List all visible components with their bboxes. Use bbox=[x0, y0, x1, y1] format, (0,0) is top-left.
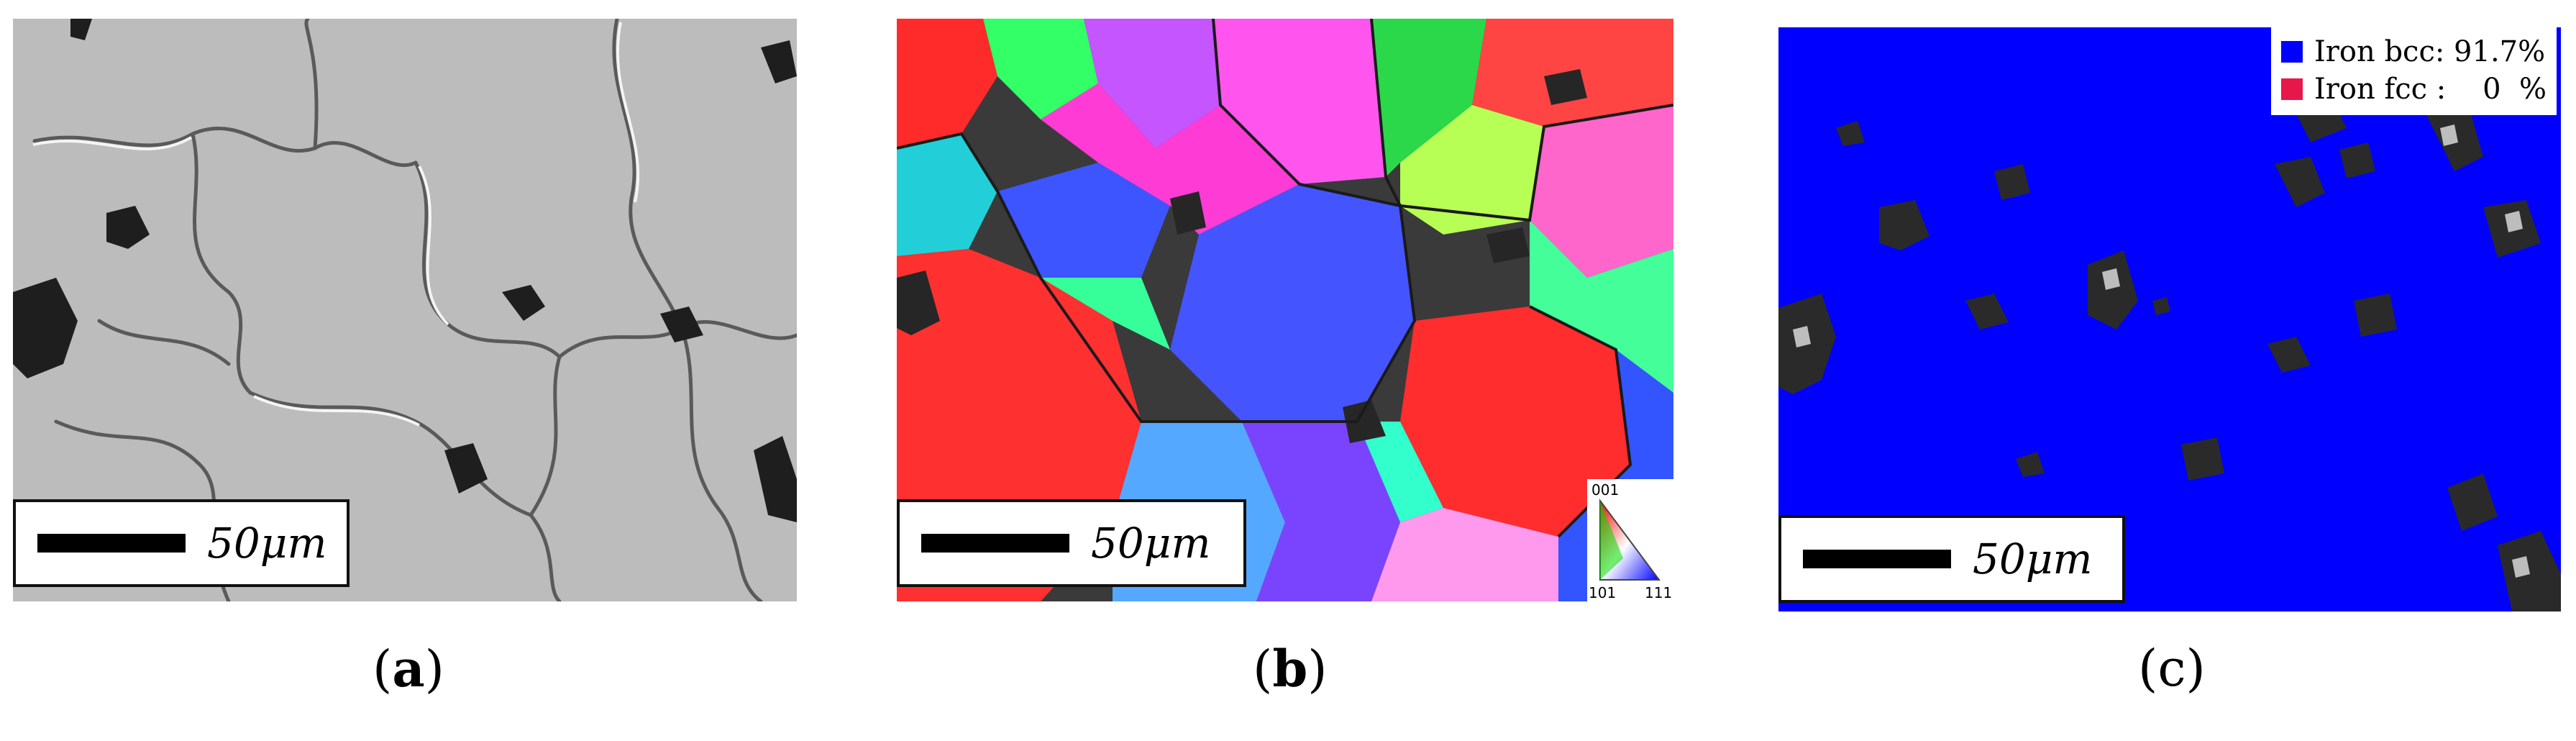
scale-bar-line bbox=[921, 534, 1069, 553]
phase-legend: Iron bcc: 91.7% Iron fcc : 0 % bbox=[2270, 27, 2557, 115]
scale-bar-label: 50μm bbox=[1973, 535, 2093, 583]
unindexed-regions bbox=[897, 69, 1587, 443]
fcc-swatch bbox=[2280, 78, 2303, 100]
phase-map-panel: Iron bcc: 91.7% Iron fcc : 0 % 50μm bbox=[1778, 27, 2561, 612]
scale-bar: 50μm bbox=[1778, 515, 2125, 603]
pore-highlights bbox=[1793, 124, 2530, 578]
edge-highlights bbox=[32, 22, 639, 427]
ipf-label-101: 101 bbox=[1589, 584, 1616, 601]
non-indexed-pores bbox=[1778, 99, 2561, 612]
scale-bar-label: 50μm bbox=[207, 519, 327, 568]
phase-map-image bbox=[1778, 27, 2561, 612]
ipf-label-001: 001 bbox=[1591, 481, 1619, 499]
scale-bar-line bbox=[1803, 550, 1951, 568]
scale-bar: 50μm bbox=[13, 499, 350, 587]
ipf-color-key: 001 101 111 bbox=[1587, 479, 1673, 601]
fcc-label: Iron fcc : 0 % bbox=[2314, 73, 2547, 106]
caption-c: (c) bbox=[2138, 639, 2206, 698]
bcc-label: Iron bcc: 91.7% bbox=[2314, 35, 2546, 68]
ipf-map-image bbox=[897, 19, 1673, 601]
ipf-triangle: 001 101 111 bbox=[1589, 481, 1672, 601]
caption-b: (b) bbox=[1253, 639, 1328, 699]
scale-bar-line bbox=[37, 534, 186, 553]
scale-bar: 50μm bbox=[897, 499, 1246, 587]
sem-micrograph-panel: 50μm bbox=[13, 19, 797, 601]
ipf-label-111: 111 bbox=[1645, 584, 1672, 601]
grains bbox=[897, 19, 1673, 601]
legend-entry-fcc: Iron fcc : 0 % bbox=[2280, 71, 2547, 108]
legend-entry-bcc: Iron bcc: 91.7% bbox=[2280, 33, 2547, 71]
bcc-swatch bbox=[2280, 41, 2303, 63]
scale-bar-label: 50μm bbox=[1091, 519, 1211, 568]
caption-a: (a) bbox=[373, 639, 444, 699]
ipf-map-panel: 50μm 001 101 111 bbox=[897, 19, 1673, 601]
